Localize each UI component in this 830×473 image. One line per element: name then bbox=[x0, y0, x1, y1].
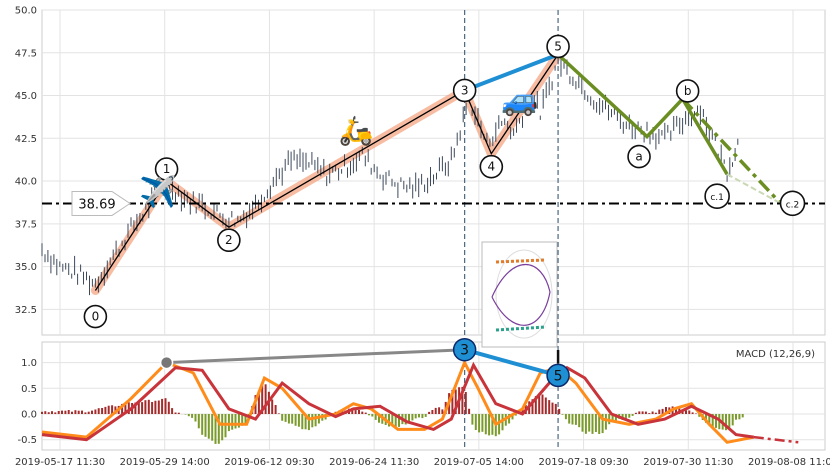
correction-line bbox=[681, 98, 729, 176]
macd-legend: MACD (12,26,9) bbox=[736, 349, 815, 360]
y-tick-label: 40.0 bbox=[15, 177, 37, 188]
macd-wave-label-5: 5 bbox=[554, 368, 563, 384]
macd-wave-marker-5 bbox=[546, 363, 570, 388]
divergence-start-marker bbox=[159, 355, 174, 370]
x-tick-label: 2019-06-12 09:30 bbox=[224, 457, 314, 468]
wave-label-5: 5 bbox=[554, 39, 562, 53]
wave-label-4-circle bbox=[479, 154, 504, 179]
y-tick-label: 37.5 bbox=[15, 219, 37, 230]
wave-label-3: 3 bbox=[461, 83, 469, 97]
impulse-line bbox=[94, 54, 559, 291]
divergence-line bbox=[166, 348, 465, 365]
y-tick-label: 35.0 bbox=[15, 262, 37, 273]
macd-wave-label-3: 3 bbox=[460, 343, 469, 359]
x-tick-label: 2019-07-18 09:30 bbox=[539, 457, 629, 468]
x-tick-label: 2019-08-08 11:00 bbox=[748, 457, 830, 468]
inset-band bbox=[495, 325, 547, 332]
macd-line bbox=[41, 358, 755, 444]
airplane-emoji: ✈️ bbox=[139, 173, 176, 210]
scooter-emoji: 🛵 bbox=[339, 114, 374, 147]
support-label: 38.69 bbox=[78, 197, 115, 212]
macd-wave-3-5-line bbox=[464, 347, 559, 378]
wave-label-5-circle bbox=[546, 34, 570, 59]
x-tick-label: 2019-07-30 11:30 bbox=[643, 457, 733, 468]
wave-label-1-circle bbox=[154, 157, 179, 181]
y-tick-label: 47.5 bbox=[15, 48, 37, 59]
wave-label-4: 4 bbox=[488, 160, 496, 174]
wave-label-0-circle bbox=[83, 304, 108, 329]
wave-label-a-circle bbox=[627, 144, 651, 169]
wave-label-1: 1 bbox=[163, 162, 171, 176]
macd-y-tick-label: 0.5 bbox=[21, 384, 37, 395]
inset-orbit bbox=[495, 249, 553, 339]
car-emoji: 🚙 bbox=[501, 83, 538, 118]
projection-line-alt bbox=[726, 173, 781, 205]
x-tick-label: 2019-05-29 14:00 bbox=[120, 457, 210, 468]
wave-cycle-inset bbox=[481, 241, 558, 348]
macd-panel-frame bbox=[41, 341, 826, 451]
y-tick-label: 32.5 bbox=[15, 305, 37, 316]
inset-band bbox=[495, 258, 545, 264]
correction-line bbox=[556, 53, 684, 140]
wave-label-a: a bbox=[635, 150, 642, 164]
macd-y-tick-label: 1.0 bbox=[21, 358, 37, 369]
wave-label-b-circle bbox=[675, 79, 700, 103]
support-label-box bbox=[71, 190, 131, 216]
projection-line bbox=[681, 97, 782, 205]
x-tick-label: 2019-07-05 14:00 bbox=[434, 457, 524, 468]
signal-line bbox=[41, 361, 755, 442]
y-tick-label: 50.0 bbox=[15, 6, 37, 17]
wave-label-c.2: c.2 bbox=[786, 200, 800, 210]
macd-wave-marker-3 bbox=[452, 337, 477, 362]
wave-label-3-circle bbox=[452, 78, 477, 103]
wave-label-2-circle bbox=[217, 228, 241, 253]
macd-projection-tail bbox=[753, 435, 799, 444]
x-tick-label: 2019-05-17 11:30 bbox=[15, 457, 105, 468]
wave-label-2: 2 bbox=[225, 233, 233, 247]
wave-label-0: 0 bbox=[92, 310, 100, 324]
inset-curve bbox=[491, 264, 551, 326]
y-tick-label: 45.0 bbox=[15, 91, 37, 102]
wave-3-5-line bbox=[463, 52, 559, 93]
macd-y-tick-label: -0.5 bbox=[17, 435, 37, 446]
wave-label-c.1-circle bbox=[704, 183, 730, 210]
macd-y-tick-label: 0.0 bbox=[21, 410, 37, 421]
wave-label-c.1: c.1 bbox=[710, 193, 724, 203]
y-tick-label: 42.5 bbox=[15, 134, 37, 145]
wave-label-b: b bbox=[684, 84, 692, 98]
wave-label-c.2-circle bbox=[779, 190, 806, 217]
x-tick-label: 2019-06-24 11:30 bbox=[329, 457, 419, 468]
